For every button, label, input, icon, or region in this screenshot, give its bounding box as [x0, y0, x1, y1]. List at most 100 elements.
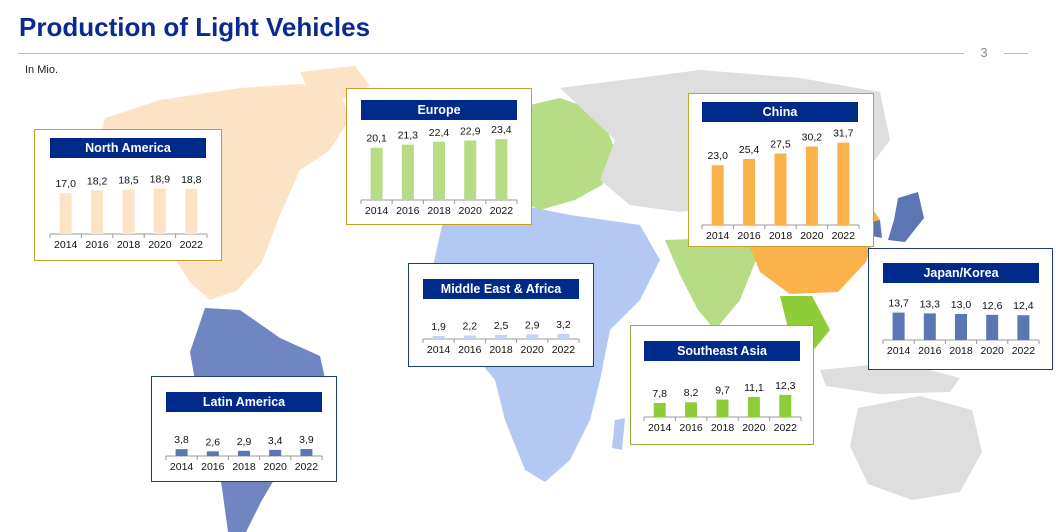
value-label-china-2016: 25,4	[739, 144, 760, 156]
value-label-middle-east-africa-2020: 2,9	[525, 319, 540, 331]
bar-north-america-2020	[153, 188, 166, 234]
bar-chart-southeast-asia: 7,8 2014 8,2 2016 9,7 2018 11,1 2020 12,3 2022	[643, 380, 802, 434]
category-label-europe-2022: 2022	[490, 205, 514, 217]
category-label-north-america-2014: 2014	[54, 239, 78, 251]
chart-title-japan-korea: Japan/Korea	[883, 263, 1039, 283]
bar-chart-europe: 20,1 2014 21,3 2016 22,4 2018 22,9 2020 23,4 2022	[360, 124, 518, 217]
category-label-japan-korea-2020: 2020	[981, 345, 1005, 357]
value-label-japan-korea-2022: 12,4	[1013, 300, 1034, 312]
value-label-europe-2022: 23,4	[491, 124, 512, 136]
bar-europe-2022	[495, 139, 508, 200]
bar-latin-america-2022	[300, 448, 313, 456]
category-label-middle-east-africa-2014: 2014	[427, 344, 451, 356]
unit-note: In Mio.	[25, 64, 59, 76]
bar-japan-korea-2018	[955, 314, 967, 340]
chart-panel-north-america: North America 17,0 2014 18,2 2016 18,5 2018 18…	[34, 129, 222, 261]
bar-japan-korea-2014	[892, 312, 905, 340]
category-label-europe-2020: 2020	[459, 205, 483, 217]
bar-middle-east-africa-2022	[557, 333, 570, 339]
bar-middle-east-africa-2018	[495, 335, 507, 339]
category-label-southeast-asia-2016: 2016	[679, 422, 703, 434]
category-label-china-2022: 2022	[832, 230, 856, 242]
bar-japan-korea-2016	[923, 313, 936, 340]
category-label-southeast-asia-2018: 2018	[711, 422, 735, 434]
chart-panel-middle-east-africa: Middle East & Africa 1,9 2014 2,2 2016 2,5 20…	[408, 263, 594, 367]
value-label-china-2018: 27,5	[770, 139, 791, 151]
category-label-middle-east-africa-2018: 2018	[489, 344, 513, 356]
bar-latin-america-2020	[269, 449, 282, 456]
category-label-latin-america-2022: 2022	[295, 461, 319, 473]
chart-title-europe: Europe	[361, 100, 517, 120]
category-label-southeast-asia-2014: 2014	[648, 422, 672, 434]
bar-china-2018	[774, 153, 787, 225]
region-madagascar	[612, 418, 625, 450]
category-label-southeast-asia-2022: 2022	[774, 422, 798, 434]
page-title: Production of Light Vehicles	[19, 12, 371, 42]
value-label-southeast-asia-2016: 8,2	[684, 387, 699, 399]
value-label-china-2014: 23,0	[707, 150, 728, 162]
chart-panel-europe: Europe 20,1 2014 21,3 2016 22,4 2018 22,9 2020 2…	[346, 88, 532, 225]
category-label-europe-2018: 2018	[427, 205, 451, 217]
value-label-japan-korea-2016: 13,3	[920, 298, 941, 310]
value-label-southeast-asia-2014: 7,8	[652, 388, 667, 400]
value-label-china-2022: 31,7	[833, 128, 854, 140]
bar-latin-america-2016	[206, 451, 219, 456]
value-label-japan-korea-2020: 12,6	[982, 300, 1003, 312]
value-label-latin-america-2016: 2,6	[205, 436, 220, 448]
region-japan-korea	[888, 192, 924, 242]
header-divider	[18, 53, 964, 54]
bar-middle-east-africa-2016	[463, 335, 476, 339]
value-label-north-america-2014: 17,0	[55, 178, 76, 190]
category-label-middle-east-africa-2020: 2020	[521, 344, 545, 356]
bar-southeast-asia-2018	[716, 399, 729, 417]
category-label-latin-america-2018: 2018	[232, 461, 256, 473]
category-label-europe-2016: 2016	[396, 205, 420, 217]
chart-panel-southeast-asia: Southeast Asia 7,8 2014 8,2 2016 9,7 2018 11,1…	[630, 325, 814, 445]
value-label-southeast-asia-2022: 12,3	[775, 380, 796, 392]
bar-china-2016	[743, 158, 756, 225]
chart-panel-japan-korea: Japan/Korea 13,7 2014 13,3 2016 13,0 2018 12,6…	[868, 248, 1053, 370]
chart-panel-latin-america: Latin America 3,8 2014 2,6 2016 2,9 2018 3,4 20…	[151, 376, 337, 482]
region-southeast-asia	[780, 296, 830, 352]
bar-middle-east-africa-2020	[526, 334, 539, 339]
bar-china-2022	[837, 142, 850, 225]
bar-southeast-asia-2020	[747, 397, 760, 417]
bar-europe-2016	[401, 144, 414, 200]
value-label-europe-2016: 21,3	[398, 130, 419, 142]
bar-north-america-2016	[91, 190, 104, 234]
category-label-north-america-2018: 2018	[117, 239, 141, 251]
category-label-latin-america-2014: 2014	[170, 461, 194, 473]
category-label-europe-2014: 2014	[365, 205, 389, 217]
value-label-north-america-2020: 18,9	[150, 174, 171, 186]
bar-chart-middle-east-africa: 1,9 2014 2,2 2016 2,5 2018 2,9 2020 3,2 2022	[422, 319, 580, 356]
value-label-middle-east-africa-2016: 2,2	[462, 320, 477, 332]
category-label-japan-korea-2014: 2014	[887, 345, 911, 357]
region-korea	[872, 220, 882, 238]
bar-chart-china: 23,0 2014 25,4 2016 27,5 2018 30,2 2020 31,7 2022	[701, 128, 860, 242]
value-label-china-2020: 30,2	[802, 131, 823, 143]
region-india	[665, 238, 760, 330]
bar-chart-japan-korea: 13,7 2014 13,3 2016 13,0 2018 12,6 2020 12,4 2022	[882, 298, 1040, 357]
chart-title-southeast-asia: Southeast Asia	[644, 341, 800, 361]
category-label-middle-east-africa-2022: 2022	[552, 344, 576, 356]
value-label-southeast-asia-2020: 11,1	[744, 382, 764, 394]
chart-panel-china: China 23,0 2014 25,4 2016 27,5 2018 30,2 2020 31…	[688, 93, 874, 247]
bar-europe-2020	[464, 140, 477, 200]
region-australia	[850, 396, 982, 500]
category-label-japan-korea-2018: 2018	[949, 345, 973, 357]
category-label-china-2020: 2020	[800, 230, 824, 242]
category-label-north-america-2022: 2022	[180, 239, 204, 251]
value-label-southeast-asia-2018: 9,7	[715, 385, 730, 397]
value-label-latin-america-2014: 3,8	[174, 434, 189, 446]
value-label-north-america-2018: 18,5	[118, 175, 139, 187]
region-indonesia	[820, 362, 960, 394]
page-number: 3	[980, 45, 988, 60]
category-label-middle-east-africa-2016: 2016	[458, 344, 482, 356]
category-label-north-america-2020: 2020	[148, 239, 172, 251]
value-label-middle-east-africa-2018: 2,5	[494, 320, 509, 332]
value-label-latin-america-2020: 3,4	[268, 435, 283, 447]
category-label-north-america-2016: 2016	[85, 239, 109, 251]
bar-north-america-2014	[59, 193, 72, 234]
category-label-japan-korea-2022: 2022	[1012, 345, 1036, 357]
category-label-china-2018: 2018	[769, 230, 793, 242]
